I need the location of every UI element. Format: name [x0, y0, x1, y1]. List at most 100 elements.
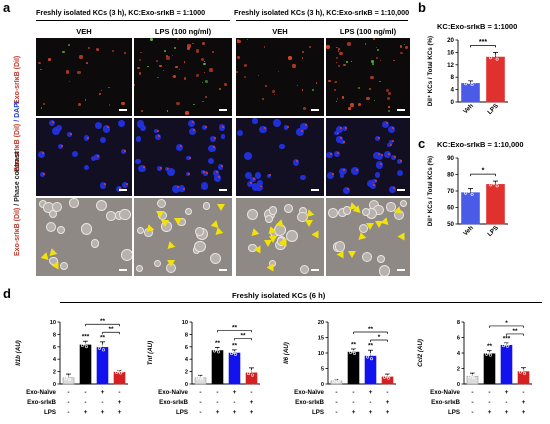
dapi-nucleus — [375, 136, 381, 141]
dil-signal — [107, 126, 110, 129]
data-point — [250, 373, 254, 377]
dil-signal — [263, 127, 266, 130]
y-axis-label: Il1b (AU) — [15, 340, 22, 365]
dil-signal — [380, 154, 383, 157]
significance-mark: ** — [100, 334, 106, 341]
dil-signal — [40, 107, 43, 109]
condition-mark: + — [84, 409, 88, 416]
dil-signal — [308, 45, 311, 49]
data-point — [249, 369, 253, 373]
panel-label-a: a — [3, 0, 11, 15]
data-point — [485, 352, 489, 356]
y-tick-label: 10 — [318, 351, 324, 357]
data-point — [504, 343, 508, 347]
column-label-lps-1: LPS (100 ng/ml) — [154, 27, 212, 36]
dapi-nucleus — [375, 161, 384, 170]
dil-signal — [178, 68, 181, 70]
y-tick-label: 16 — [447, 49, 454, 56]
y-tick-label: 80 — [447, 172, 454, 179]
data-point — [487, 351, 491, 355]
condition-label: Exo-Naïve — [158, 389, 188, 396]
phase-cell — [69, 198, 79, 208]
dapi-nucleus — [396, 169, 404, 176]
dil-signal — [378, 137, 381, 140]
dil-signal — [296, 84, 299, 87]
y-tick-label: 15 — [318, 336, 324, 342]
dil-signal — [302, 50, 305, 53]
dapi-nucleus — [340, 139, 345, 145]
data-point — [103, 342, 107, 346]
dil-signal — [350, 103, 354, 107]
dil-signal — [101, 89, 103, 91]
phase-cell — [202, 202, 211, 211]
phase-cell — [136, 227, 144, 235]
significance-mark: ** — [487, 343, 493, 350]
dil-signal — [141, 109, 144, 113]
bar — [461, 192, 480, 225]
dapi-nucleus — [333, 150, 340, 157]
yellow-arrowhead-icon — [304, 220, 313, 228]
dil-signal — [304, 124, 307, 127]
dil-signal — [274, 94, 276, 96]
condition-mark: + — [250, 399, 254, 406]
dapi-nucleus — [334, 130, 339, 136]
dil-signal — [224, 83, 228, 86]
dapi-nucleus — [188, 127, 197, 136]
y-tick-label: 50 — [447, 221, 454, 228]
data-point — [388, 373, 392, 377]
phase-cell — [246, 209, 258, 221]
phase-cell — [327, 208, 338, 218]
micrograph-r1-c2 — [134, 38, 232, 116]
dil-signal — [108, 104, 111, 106]
dil-signal — [164, 49, 167, 52]
data-point — [67, 377, 71, 381]
dil-signal — [376, 48, 379, 52]
y-tick-label: 2 — [185, 370, 188, 376]
condition-mark: - — [335, 409, 337, 416]
phase-cell — [247, 243, 257, 253]
dil-signal — [200, 58, 204, 62]
bar — [517, 371, 530, 385]
dapi-nucleus — [327, 172, 335, 180]
dil-signal — [400, 160, 403, 163]
dil-signal — [189, 156, 192, 159]
dil-signal — [156, 129, 159, 132]
dil-signal — [385, 88, 389, 92]
dil-signal — [176, 101, 180, 106]
x-tick-label: Veh — [462, 102, 475, 115]
row-label-dil-phase: Exo-srIκB (DiI) / Phase contrast — [14, 152, 21, 256]
dil-signal — [166, 55, 169, 57]
data-point — [470, 193, 474, 197]
dil-signal — [377, 153, 380, 156]
row-label-dil: Exo-srIκB (DiI) — [14, 56, 21, 104]
dil-signal — [159, 167, 162, 170]
dil-signal — [204, 80, 208, 84]
group-header-1: Freshly isolated KCs (3 h), KC:Exo-srIκB… — [36, 8, 206, 17]
dapi-nucleus — [244, 172, 252, 180]
group-header-underline-2 — [236, 20, 408, 21]
condition-mark: + — [369, 409, 373, 416]
data-point — [368, 352, 372, 356]
dil-signal — [43, 103, 46, 106]
condition-mark: - — [488, 399, 490, 406]
dil-signal — [335, 56, 339, 60]
data-point — [66, 375, 70, 379]
bar — [211, 350, 224, 385]
condition-label: Exo-srIκB — [295, 399, 324, 406]
dil-signal — [399, 45, 403, 48]
dil-signal — [68, 43, 71, 46]
y-tick-label: 6 — [185, 345, 188, 351]
micrograph-r2-c2 — [134, 118, 232, 196]
dil-signal — [391, 140, 394, 143]
significance-mark: ** — [232, 342, 238, 349]
y-tick-label: 6 — [53, 345, 56, 351]
y-axis-label: DiI⁺ KCs / Total KCs (%) — [427, 156, 434, 226]
phase-cell — [276, 237, 286, 246]
dil-signal — [405, 46, 409, 50]
dapi-nucleus — [185, 171, 190, 176]
dapi-nucleus — [388, 125, 395, 133]
dil-signal — [159, 64, 162, 68]
data-point — [86, 341, 90, 345]
y-tick-label: 5 — [321, 367, 324, 373]
data-point — [232, 350, 236, 354]
